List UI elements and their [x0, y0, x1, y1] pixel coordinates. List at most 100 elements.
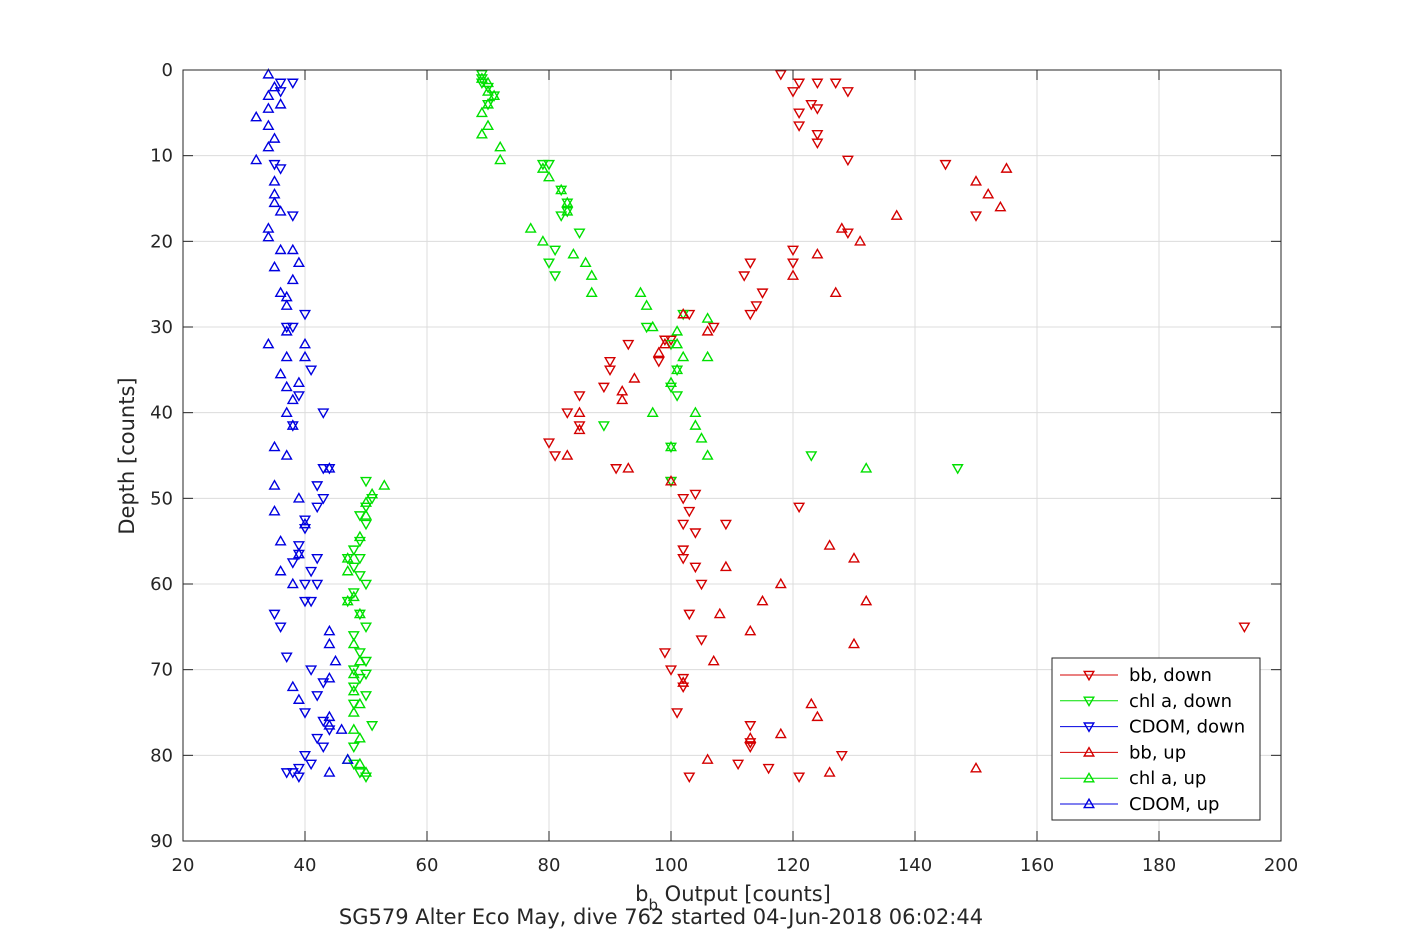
data-point [774, 727, 787, 739]
data-point [762, 763, 775, 775]
data-point [1000, 162, 1013, 173]
data-point [353, 654, 366, 666]
data-point [305, 596, 318, 608]
data-point [353, 571, 366, 582]
data-point [347, 665, 360, 676]
data-point [744, 624, 757, 636]
legend-label: chl a, up [1129, 768, 1206, 789]
data-point [744, 742, 757, 753]
data-point [305, 566, 318, 578]
x-tick-label: 200 [1264, 855, 1298, 876]
data-point [274, 164, 287, 175]
x-tick-label: 40 [294, 855, 317, 876]
data-point [378, 479, 391, 490]
data-point [292, 492, 305, 503]
data-point [353, 697, 366, 709]
data-point [488, 89, 501, 101]
data-point [1238, 622, 1251, 634]
data-point [280, 652, 293, 664]
y-axis-label: Depth [counts] [115, 377, 139, 534]
y-tick-label: 0 [162, 60, 173, 81]
data-point [268, 175, 281, 186]
data-point [292, 772, 305, 783]
data-point [573, 421, 586, 432]
data-point [555, 211, 568, 222]
x-tick-label: 20 [172, 855, 195, 876]
legend-item: CDOM, up [1060, 794, 1219, 815]
data-point [305, 365, 318, 377]
data-point [292, 376, 305, 387]
data-point [829, 286, 842, 298]
data-point [353, 530, 366, 542]
data-point [347, 706, 360, 717]
data-point [579, 256, 592, 268]
data-point [359, 509, 373, 520]
data-point [359, 622, 373, 634]
data-point [750, 301, 763, 312]
data-point [268, 80, 281, 92]
y-tick-label: 70 [150, 660, 173, 681]
data-point [311, 502, 324, 514]
data-point [353, 757, 366, 769]
data-point [744, 309, 757, 321]
data-point [317, 678, 330, 689]
data-point [286, 419, 299, 430]
data-points [250, 68, 1251, 783]
data-point [262, 337, 275, 349]
data-point [359, 476, 373, 488]
y-tick-label: 50 [150, 488, 173, 509]
data-point [292, 693, 305, 704]
data-point [603, 365, 617, 377]
data-point [353, 536, 366, 548]
data-point [311, 481, 324, 492]
data-point [774, 69, 787, 81]
data-point [695, 635, 708, 646]
data-point [829, 78, 842, 90]
data-point [274, 286, 287, 298]
legend-marker [1082, 746, 1096, 757]
data-point [292, 541, 305, 552]
data-point [262, 230, 275, 242]
data-point [280, 449, 293, 460]
data-point [811, 138, 824, 150]
data-point [689, 562, 702, 574]
data-point [701, 350, 714, 362]
legend-item: CDOM, down [1060, 717, 1245, 738]
data-point [664, 376, 678, 387]
data-point [951, 464, 964, 475]
data-point [677, 307, 690, 319]
data-point [323, 624, 336, 636]
legend-item: bb, down [1060, 665, 1212, 686]
legend-label: CDOM, up [1129, 794, 1219, 815]
data-point [646, 406, 659, 417]
data-point [298, 579, 312, 591]
data-point [683, 772, 696, 783]
data-point [347, 723, 360, 734]
data-point [317, 494, 330, 505]
data-point [274, 243, 287, 255]
data-point [353, 731, 366, 743]
data-point [939, 159, 952, 171]
data-point [707, 654, 720, 666]
data-point [689, 406, 702, 417]
data-point [542, 258, 556, 269]
data-point [353, 648, 366, 659]
data-point [286, 273, 299, 285]
data-point [689, 528, 702, 539]
data-point [744, 258, 757, 269]
data-point [841, 155, 854, 167]
data-point [366, 721, 379, 732]
data-point [286, 558, 299, 569]
data-point [347, 682, 360, 694]
data-point [677, 350, 690, 362]
data-point [744, 721, 757, 732]
data-point [793, 108, 806, 120]
data-point [677, 545, 690, 556]
data-point [335, 723, 348, 734]
legend-marker [1082, 771, 1096, 783]
data-point [323, 725, 336, 736]
data-point [353, 607, 366, 619]
data-point [366, 487, 379, 499]
data-point [573, 228, 586, 239]
y-tick-label: 20 [150, 231, 173, 252]
